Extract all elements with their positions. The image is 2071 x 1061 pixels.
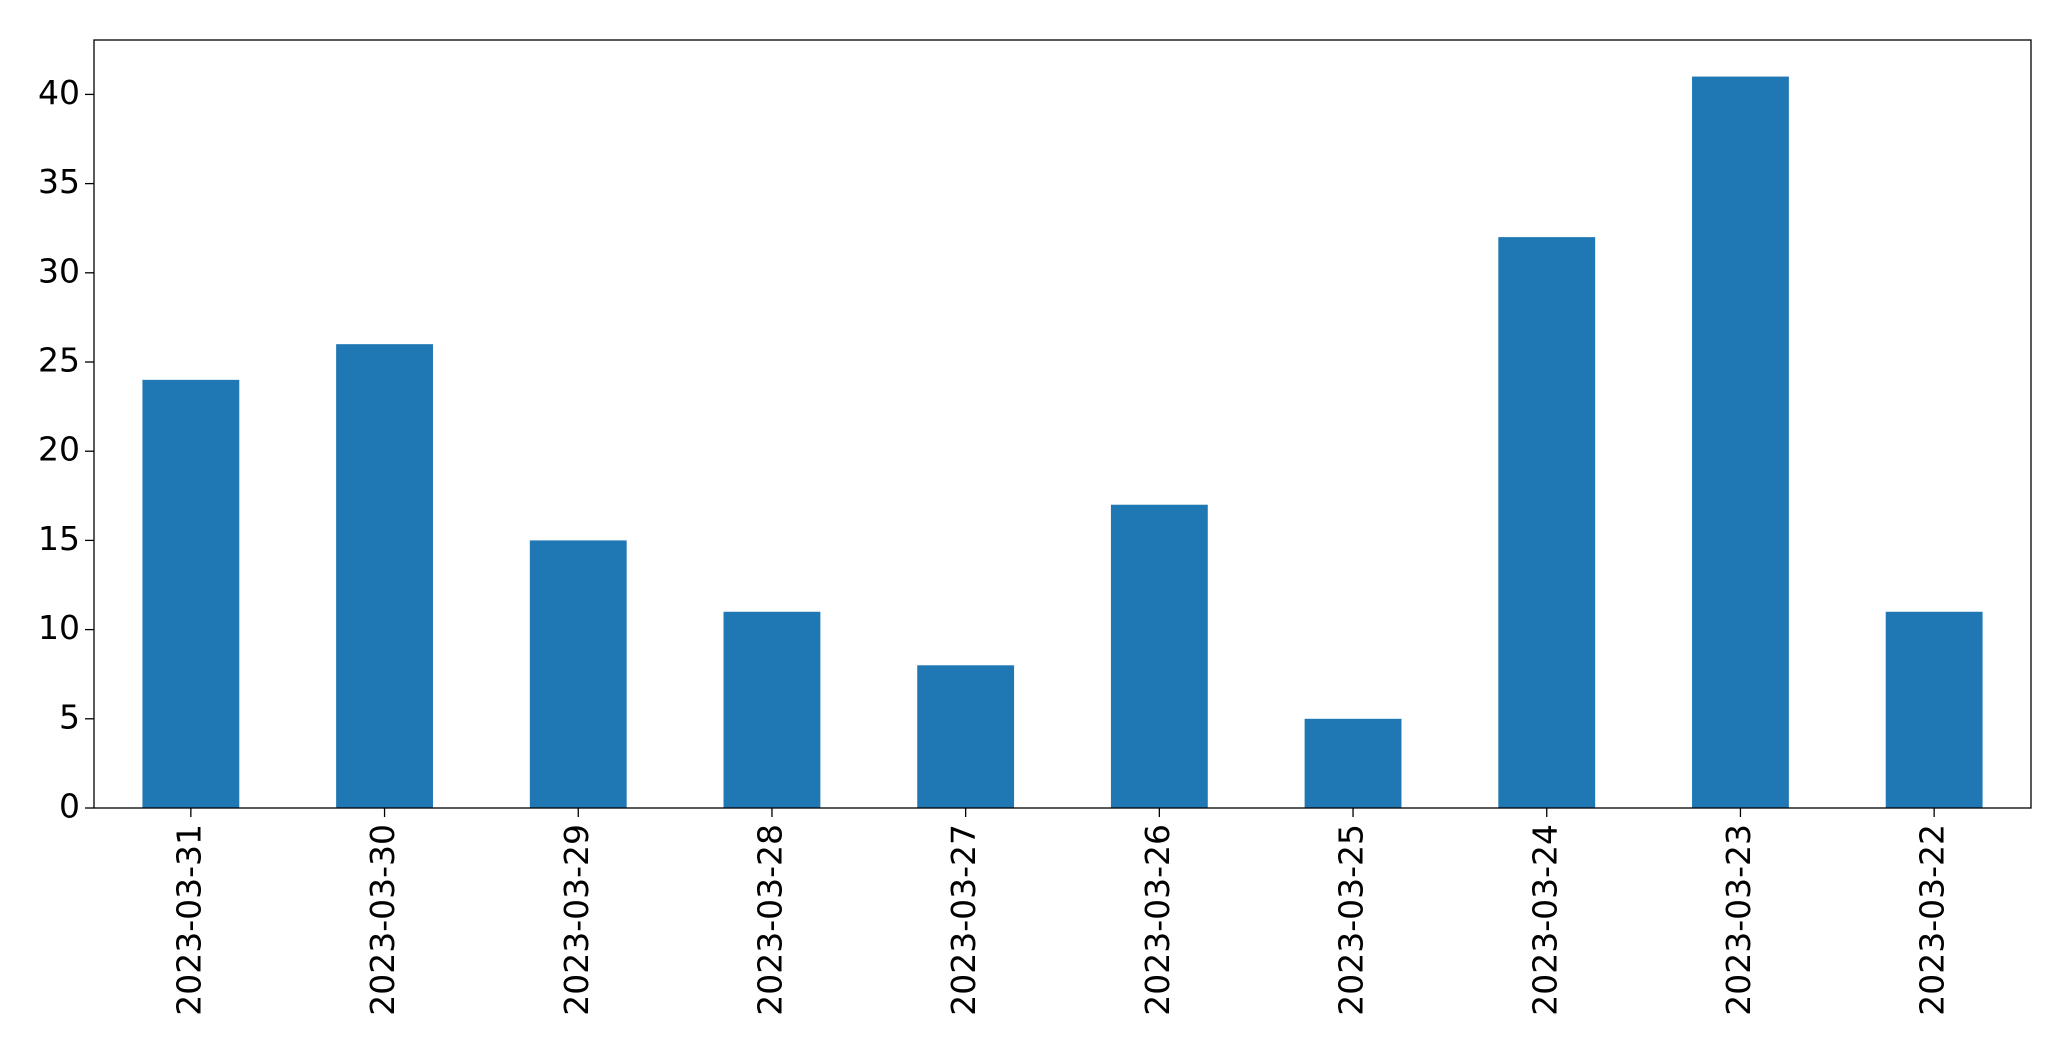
y-tick-label: 10: [38, 608, 80, 647]
bar: [1110, 504, 1208, 808]
y-tick-label: 25: [38, 341, 80, 380]
x-tick-label: 2023-03-31: [169, 824, 208, 1016]
y-tick-label: 40: [38, 73, 80, 112]
y-tick-label: 30: [38, 251, 80, 290]
y-tick-label: 35: [38, 162, 80, 201]
bar: [336, 344, 433, 808]
x-tick-label: 2023-03-25: [1332, 824, 1371, 1016]
bar: [723, 611, 821, 808]
y-tick-label: 5: [59, 697, 80, 736]
bar: [529, 540, 627, 808]
x-tick-label: 2023-03-24: [1525, 824, 1564, 1016]
x-tick-label: 2023-03-27: [944, 824, 983, 1016]
y-tick-label: 20: [38, 430, 80, 469]
x-tick-label: 2023-03-23: [1719, 824, 1758, 1016]
x-tick-label: 2023-03-30: [363, 824, 402, 1016]
bar: [1885, 611, 1983, 808]
bar: [142, 379, 240, 808]
x-tick-label: 2023-03-26: [1138, 824, 1177, 1016]
y-tick-label: 0: [59, 787, 80, 826]
bar: [1692, 76, 1789, 809]
bar: [1498, 237, 1596, 809]
x-tick-label: 2023-03-22: [1913, 824, 1952, 1016]
bar: [1304, 718, 1402, 808]
y-tick-label: 15: [38, 519, 80, 558]
plot-frame: [93, 39, 2032, 809]
bar: [917, 665, 1015, 808]
x-tick-label: 2023-03-28: [750, 824, 789, 1016]
x-tick-label: 2023-03-29: [557, 824, 596, 1016]
